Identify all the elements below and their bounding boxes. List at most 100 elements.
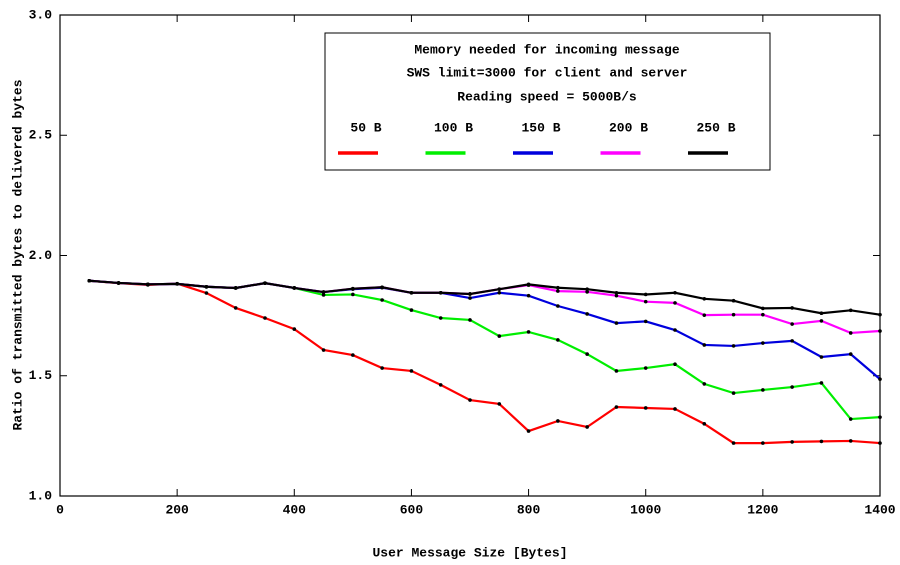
legend-box — [324, 32, 771, 171]
data-point — [673, 407, 677, 411]
data-point — [878, 329, 882, 333]
data-point — [673, 290, 677, 295]
data-point — [878, 312, 882, 317]
data-point — [848, 331, 853, 335]
data-point — [673, 328, 677, 332]
data-point — [351, 353, 355, 357]
x-tick-label: 800 — [517, 502, 541, 517]
data-point — [643, 292, 648, 297]
data-point — [321, 348, 326, 352]
data-point — [643, 319, 648, 324]
data-point — [233, 306, 238, 310]
data-point — [878, 377, 882, 381]
data-point — [878, 415, 882, 419]
data-point — [761, 306, 765, 311]
data-point — [673, 301, 677, 305]
data-point — [731, 391, 736, 395]
data-point — [380, 366, 384, 370]
x-tick-label: 1000 — [630, 502, 661, 517]
data-point — [468, 318, 472, 322]
data-point — [556, 304, 560, 308]
data-point — [497, 402, 502, 406]
data-point — [702, 343, 707, 347]
data-point — [790, 440, 794, 444]
data-point — [87, 278, 92, 283]
data-point — [761, 441, 765, 445]
data-point — [878, 441, 882, 445]
data-point — [848, 308, 853, 313]
y-tick-label: 1.5 — [29, 368, 53, 383]
data-point — [497, 334, 502, 338]
data-point — [526, 282, 531, 287]
data-point — [702, 296, 707, 301]
data-point — [614, 321, 619, 325]
data-point — [556, 338, 560, 342]
data-point — [731, 344, 736, 348]
data-point — [585, 352, 589, 356]
data-point — [702, 313, 707, 317]
data-point — [526, 429, 531, 433]
data-point — [643, 366, 648, 370]
data-point — [438, 316, 443, 320]
data-point — [702, 382, 707, 386]
data-point — [526, 293, 531, 298]
legend-label: 250 B — [696, 120, 735, 135]
data-point — [819, 439, 824, 444]
data-point — [614, 293, 619, 298]
data-point — [409, 369, 414, 373]
data-point — [585, 425, 589, 429]
data-point — [585, 290, 589, 294]
data-point — [351, 286, 355, 291]
data-point — [673, 362, 677, 367]
data-point — [468, 296, 472, 300]
data-point — [731, 312, 736, 317]
data-point — [790, 385, 794, 389]
y-tick-label: 2.0 — [29, 248, 53, 263]
data-point — [556, 419, 560, 423]
data-point — [643, 406, 648, 410]
series-line — [89, 279, 881, 421]
y-tick-label: 1.0 — [29, 488, 53, 503]
data-point — [321, 293, 326, 297]
data-point — [731, 441, 736, 445]
legend-label: 150 B — [521, 120, 560, 135]
legend-title: SWS limit=3000 for client and server — [407, 65, 688, 80]
data-point — [263, 316, 267, 320]
data-point — [819, 381, 824, 385]
legend-label: 200 B — [609, 120, 648, 135]
data-point — [351, 292, 355, 297]
data-point — [292, 286, 297, 290]
legend-label: 100 B — [434, 120, 473, 135]
x-tick-label: 0 — [56, 502, 64, 517]
data-point — [819, 355, 824, 359]
data-point — [204, 291, 209, 295]
data-point — [731, 298, 736, 303]
x-tick-label: 200 — [165, 502, 189, 517]
series-line — [89, 279, 881, 316]
data-point — [146, 282, 150, 287]
data-point — [380, 298, 384, 302]
data-point — [497, 290, 502, 295]
data-point — [233, 286, 238, 290]
x-tick-label: 400 — [283, 502, 307, 517]
data-point — [556, 289, 560, 293]
series-line — [89, 279, 881, 335]
data-point — [468, 292, 472, 296]
data-point — [702, 422, 707, 426]
data-point — [468, 398, 472, 402]
data-point — [556, 285, 560, 290]
y-tick-label: 2.5 — [29, 128, 53, 143]
data-point — [204, 284, 209, 289]
data-point — [819, 319, 824, 323]
series-line — [89, 279, 881, 445]
series-line — [89, 279, 881, 380]
data-point — [585, 287, 589, 291]
data-point — [438, 290, 443, 295]
data-point — [175, 282, 179, 286]
data-point — [790, 322, 794, 326]
data-point — [614, 290, 619, 295]
data-point — [321, 290, 326, 294]
y-axis-label: Ratio of transmitted bytes to delivered … — [10, 79, 25, 430]
x-axis-label: User Message Size [Bytes] — [372, 545, 567, 560]
